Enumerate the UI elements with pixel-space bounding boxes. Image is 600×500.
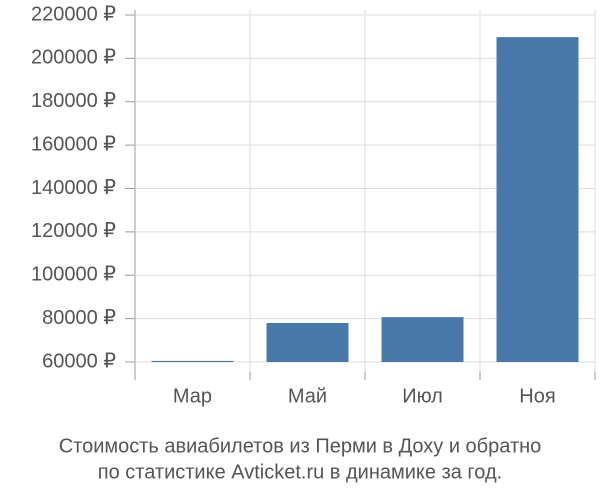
- y-tick-label: 200000 ₽: [31, 47, 116, 69]
- x-tick-label: Май: [288, 385, 327, 407]
- y-tick-label: 140000 ₽: [31, 177, 116, 199]
- bar: [381, 317, 464, 362]
- x-tick-label: Мар: [173, 385, 212, 407]
- bar: [151, 360, 234, 362]
- chart-title: Стоимость авиабилетов из Перми в Доху и …: [59, 435, 542, 457]
- y-tick-label: 100000 ₽: [31, 264, 116, 286]
- y-tick-label: 80000 ₽: [42, 307, 116, 329]
- y-tick-label: 120000 ₽: [31, 220, 116, 242]
- x-tick-label: Июл: [402, 385, 443, 407]
- y-tick-label: 180000 ₽: [31, 90, 116, 112]
- x-tick-label: Ноя: [519, 385, 555, 407]
- chart-title: по статистике Avticket.ru в динамике за …: [98, 461, 502, 483]
- y-tick-label: 160000 ₽: [31, 133, 116, 155]
- bar: [496, 37, 579, 363]
- y-tick-label: 60000 ₽: [42, 350, 116, 372]
- bar: [266, 322, 349, 362]
- y-tick-label: 220000 ₽: [31, 3, 116, 25]
